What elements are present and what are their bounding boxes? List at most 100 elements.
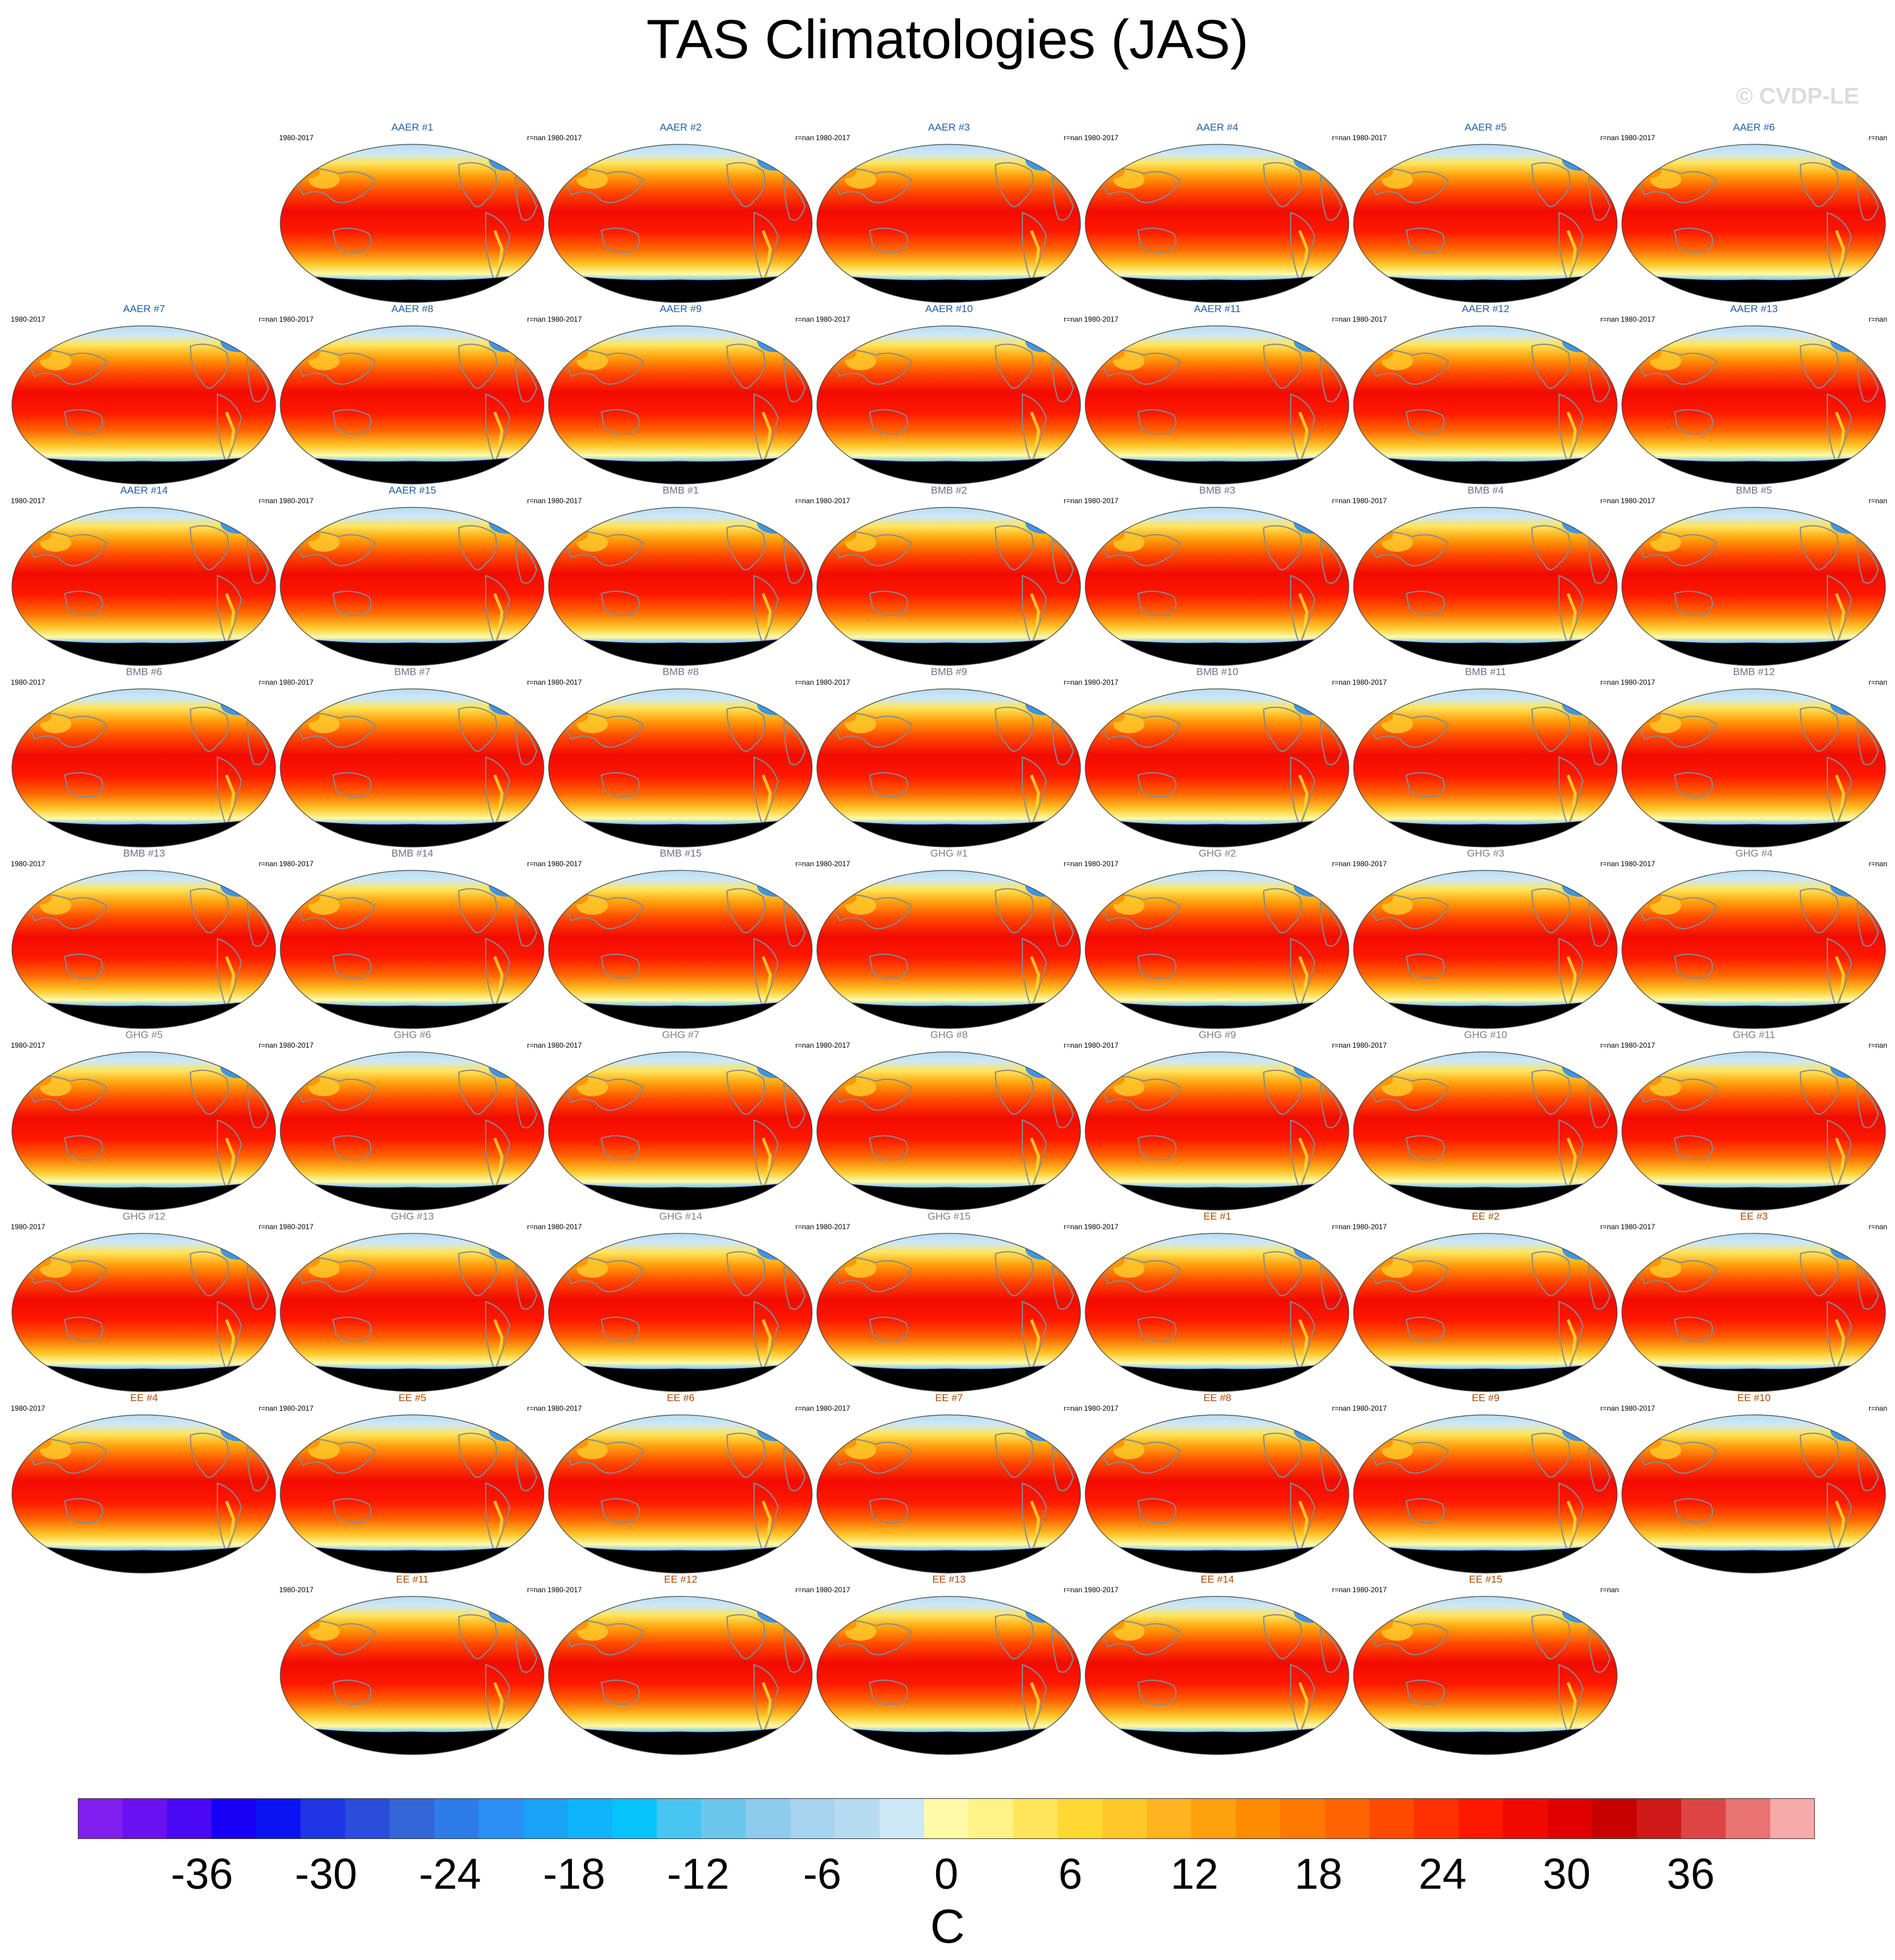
panel-stat: r=nan — [1331, 315, 1351, 323]
temperature-map — [816, 144, 1081, 303]
map-panel: GHG #6 1980-2017 r=nan — [279, 1029, 546, 1211]
panel-stat: r=nan — [795, 1041, 814, 1049]
panel-period: 1980-2017 — [279, 1586, 314, 1594]
panel-title: EE #13 — [932, 1574, 966, 1585]
panel-stat: r=nan — [1600, 1041, 1619, 1049]
panel-stat: r=nan — [1331, 1041, 1351, 1049]
panel-stat: r=nan — [526, 497, 546, 505]
panel-period: 1980-2017 — [547, 134, 582, 142]
map-panel: AAER #7 1980-2017 r=nan — [11, 303, 277, 485]
panel-period: 1980-2017 — [1352, 860, 1387, 868]
panel-period: 1980-2017 — [816, 678, 850, 686]
temperature-map — [1621, 870, 1886, 1029]
panel-title: GHG #15 — [927, 1211, 971, 1222]
temperature-map — [11, 325, 276, 485]
panel-stat: r=nan — [258, 1041, 277, 1049]
panel-title: GHG #12 — [122, 1211, 166, 1222]
temperature-map — [1085, 870, 1349, 1029]
panel-stat: r=nan — [1331, 1223, 1351, 1231]
panel-period: 1980-2017 — [1352, 1404, 1387, 1412]
panel-period: 1980-2017 — [279, 134, 314, 142]
panel-title: AAER #15 — [388, 485, 437, 496]
colorbar-swatch — [256, 1798, 301, 1839]
panel-period: 1980-2017 — [279, 497, 314, 505]
map-panel: EE #7 1980-2017 r=nan — [816, 1392, 1082, 1574]
panel-period: 1980-2017 — [547, 1586, 582, 1594]
panel-period: 1980-2017 — [1352, 315, 1387, 323]
temperature-map — [1085, 144, 1349, 303]
temperature-map — [816, 1051, 1081, 1211]
panel-title: AAER #10 — [925, 303, 973, 314]
colorbar-swatch — [434, 1798, 479, 1839]
temperature-map — [1621, 507, 1886, 666]
temperature-map — [11, 1414, 276, 1574]
colorbar-swatch — [968, 1798, 1014, 1839]
map-panel: AAER #6 1980-2017 r=nan — [1621, 122, 1887, 303]
panel-period: 1980-2017 — [279, 1223, 314, 1231]
panel-title: AAER #3 — [928, 122, 970, 133]
map-panel: EE #6 1980-2017 r=nan — [547, 1392, 814, 1574]
map-panel: EE #3 1980-2017 r=nan — [1621, 1211, 1887, 1392]
panel-stat: r=nan — [1331, 860, 1351, 868]
panel-stat: r=nan — [1063, 1041, 1082, 1049]
panel-title: BMB #15 — [659, 848, 702, 859]
colorbar-tick-label: 30 — [1542, 1850, 1591, 1898]
panel-period: 1980-2017 — [11, 1041, 46, 1049]
map-panel: BMB #7 1980-2017 r=nan — [279, 666, 546, 848]
colorbar-tick-label: 18 — [1294, 1850, 1343, 1898]
temperature-map — [280, 1414, 544, 1574]
temperature-map — [1621, 1051, 1886, 1211]
panel-stat: r=nan — [1063, 860, 1082, 868]
colorbar-units: C — [930, 1899, 965, 1953]
temperature-map — [1085, 1051, 1349, 1211]
colorbar-swatch — [1369, 1798, 1415, 1839]
temperature-map — [1621, 325, 1886, 485]
temperature-map — [1085, 688, 1349, 848]
panel-title: GHG #14 — [659, 1211, 703, 1222]
colorbar-swatch — [567, 1798, 613, 1839]
colorbar-swatch — [1413, 1798, 1459, 1839]
panel-title: EE #9 — [1472, 1392, 1500, 1404]
panel-title: BMB #14 — [391, 848, 434, 859]
panel-stat: r=nan — [258, 678, 277, 686]
map-panel: EE #8 1980-2017 r=nan — [1084, 1392, 1351, 1574]
colorbar — [78, 1798, 1815, 1839]
map-panel: BMB #2 1980-2017 r=nan — [816, 485, 1082, 666]
colorbar-swatch — [1636, 1798, 1682, 1839]
map-panel: BMB #4 1980-2017 r=nan — [1352, 485, 1619, 666]
panel-stat: r=nan — [1063, 1223, 1082, 1231]
panel-period: 1980-2017 — [1084, 1041, 1119, 1049]
map-panel: GHG #3 1980-2017 r=nan — [1352, 848, 1619, 1029]
panel-stat: r=nan — [1600, 134, 1619, 142]
colorbar-tick-label: -24 — [419, 1850, 482, 1898]
map-panel: BMB #1 1980-2017 r=nan — [547, 485, 814, 666]
colorbar-tick-label: 12 — [1170, 1850, 1219, 1898]
panel-title: BMB #7 — [394, 666, 431, 677]
panel-title: EE #1 — [1203, 1211, 1231, 1222]
panel-stat: r=nan — [1331, 134, 1351, 142]
temperature-map — [1085, 1233, 1349, 1392]
panel-period: 1980-2017 — [1621, 1404, 1655, 1412]
colorbar-swatch — [1726, 1798, 1771, 1839]
map-panel: AAER #5 1980-2017 r=nan — [1352, 122, 1619, 303]
panel-title: EE #4 — [130, 1392, 158, 1404]
panel-title: EE #3 — [1740, 1211, 1768, 1222]
colorbar-swatch — [479, 1798, 524, 1839]
temperature-map — [1353, 325, 1618, 485]
map-panel: GHG #11 1980-2017 r=nan — [1621, 1029, 1887, 1211]
temperature-map — [1085, 1596, 1349, 1755]
map-panel: AAER #1 1980-2017 r=nan — [279, 122, 546, 303]
colorbar-swatch — [746, 1798, 791, 1839]
colorbar-swatch — [701, 1798, 746, 1839]
panel-title: EE #7 — [935, 1392, 963, 1404]
panel-title: GHG #7 — [662, 1029, 700, 1041]
temperature-map — [1353, 507, 1618, 666]
map-panel: BMB #6 1980-2017 r=nan — [11, 666, 277, 848]
colorbar-tick-label: 24 — [1418, 1850, 1467, 1898]
colorbar-swatch — [1681, 1798, 1726, 1839]
panel-title: AAER #6 — [1733, 122, 1775, 133]
panel-stat: r=nan — [1331, 678, 1351, 686]
temperature-map — [1621, 1233, 1886, 1392]
temperature-map — [1353, 1596, 1618, 1755]
panel-stat: r=nan — [526, 1404, 546, 1412]
